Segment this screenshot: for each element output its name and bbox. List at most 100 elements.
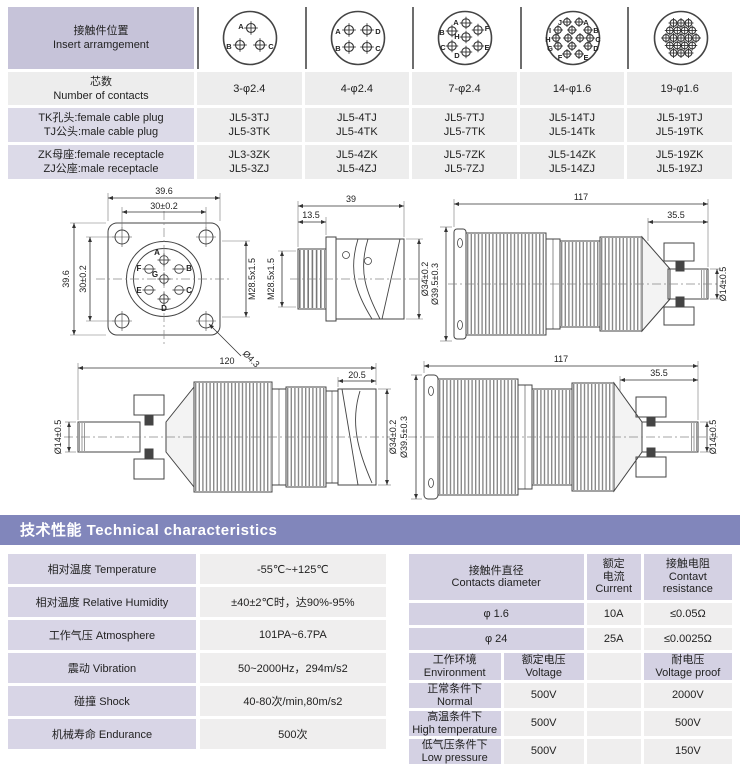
pin-diagram-4pin-icon: A D B C [330,10,386,66]
dim-thread-spec: M28.5x1.5 [266,258,276,300]
svg-text:J: J [558,18,562,27]
svg-text:A: A [583,18,589,27]
env-row-label: 低气压条件下 Low pressure [408,739,501,764]
receptacle-header-line2: ZJ公座:male receptacle [43,163,159,175]
svg-text:E: E [485,43,490,52]
insert-arrangement-en: Insert arramgement [53,39,149,51]
voltage-header: 额定电压 Voltage [503,653,584,680]
contacts-count-value: 14-φ1.6 [519,72,625,105]
row-value: -55℃~+125℃ [200,554,386,584]
spacer-cell [586,739,641,764]
table-row: 工作气压 Atmosphere 101PA~6.7PA [8,620,386,650]
diameter-value: φ 24 [408,628,584,650]
row-value: 500次 [200,719,386,749]
voltage-proof-header: 耐电压 Voltage proof [643,653,732,680]
svg-text:A: A [454,18,460,27]
dim-body-length: 39 [346,194,356,204]
insert-arrangement-zh: 接触件位置 [73,25,129,37]
receptacle-header: ZK母座:female receptacle ZJ公座:male recepta… [8,145,194,179]
svg-text:E: E [584,53,589,62]
svg-text:C: C [441,43,447,52]
receptacle-models: JL5-7ZK JL5-7ZJ [412,145,517,179]
pin-label: B [186,264,192,273]
svg-text:F: F [558,53,563,62]
dim-rear-length: 20.5 [348,370,366,380]
dim-flange-width: 39.6 [155,186,173,196]
svg-text:D: D [593,44,599,53]
spacer-cell [586,711,641,736]
row-value: 40-80次/min,80m/s2 [200,686,386,716]
technical-drawings: A F B G E C D [8,179,732,513]
svg-text:H: H [455,32,460,41]
table-row: 相对温度 Temperature -55℃~+125℃ [8,554,386,584]
receptacle-models: JL5-14ZK JL5-14ZJ [519,145,625,179]
svg-text:A: A [239,22,245,31]
svg-text:F: F [485,24,490,33]
svg-text:A: A [335,27,341,36]
env-voltage: 500V [503,683,584,708]
plug-side-view-3: 117 35.5 Ø39.5±0.3 Ø14±0.5 [399,354,718,500]
dim-tail-length: 35.5 [650,368,668,378]
electrical-characteristics-table: 接触件直径 Contacts diameter 额定 电流 Current 接触… [408,554,732,764]
dim-thread-spec: M28.5x1.5 [247,258,257,300]
row-value: 101PA~6.7PA [200,620,386,650]
env-row-label: 高温条件下 High temperature [408,711,501,736]
pin-label: E [136,286,142,295]
svg-text:D: D [455,51,461,60]
dim-total-length: 117 [554,354,568,364]
dim-body-dia: Ø34±0.2 [420,262,430,296]
env-voltage-proof: 150V [643,739,732,764]
pin-label: F [137,264,142,273]
contact-resistance-header: 接触电阻 Contavt resistance [643,554,732,600]
dim-bolt-spacing-v: 30±0.2 [78,265,88,292]
svg-text:I: I [549,26,551,35]
pin-diagram-19pin-icon [653,10,708,66]
cable-plug-models: JL5-4TJ JL5-4TK [304,108,410,142]
svg-text:B: B [593,26,599,35]
cable-plug-header-line1: TK孔头:female cable plug [38,112,164,124]
contacts-count-value: 4-φ2.4 [304,72,410,105]
row-value: 50~2000Hz，294m/s2 [200,653,386,683]
receptacle-models: JL3-3ZK JL5-3ZJ [197,145,302,179]
pin-label: C [186,286,192,295]
dim-cable-dia: Ø14±0.5 [53,420,63,454]
dim-flange-height: 39.6 [61,270,71,288]
row-label: 机械寿命 Endurance [8,719,196,749]
pin-diagram-7pin-icon: A F B H E CD [438,10,493,66]
plug-side-view-1: 117 35.5 Ø39.5±0.3 Ø14±0.5 [430,192,728,342]
contacts-diameter-header: 接触件直径 Contacts diameter [408,554,584,600]
section-banner-technical-characteristics: 技术性能 Technical characteristics [0,515,740,545]
diameter-value: φ 1.6 [408,603,584,625]
env-voltage-proof: 2000V [643,683,732,708]
insert-diagram-cell-19pin [627,7,732,69]
receptacle-header-line1: ZK母座:female receptacle [38,149,164,161]
contacts-count-zh: 芯数 [90,75,112,88]
row-label: 相对温度 Temperature [8,554,196,584]
contacts-count-value: 3-φ2.4 [197,72,302,105]
dim-flange-dia: Ø39.5±0.3 [399,416,409,458]
row-label: 碰撞 Shock [8,686,196,716]
dim-total-length: 117 [574,192,588,202]
dim-tail-length: 35.5 [667,210,685,220]
svg-text:B: B [227,42,233,51]
svg-text:C: C [595,35,601,44]
drawings-canvas: A F B G E C D [53,186,728,500]
env-row-label: 正常条件下 Normal [408,683,501,708]
env-voltage-proof: 500V [643,711,732,736]
dim-thread-length: 13.5 [302,210,320,220]
row-label: 工作气压 Atmosphere [8,620,196,650]
cable-plug-models: JL5-19TJ JL5-19TK [627,108,732,142]
contacts-count-value: 19-φ1.6 [627,72,732,105]
flange-pins [142,253,186,306]
contacts-count-en: Number of contacts [53,89,149,102]
spacer-cell [586,683,641,708]
table-row: 机械寿命 Endurance 500次 [8,719,386,749]
row-label: 相对温度 Relative Humidity [8,587,196,617]
dim-cable-dia: Ø14±0.5 [718,267,728,301]
pin-diagram-14pin-icon: J A I B H C G D F E [545,10,601,66]
table-row: 相对温度 Relative Humidity ±40±2℃时，达90%-95% [8,587,386,617]
dim-body-dia: Ø34±0.2 [388,420,398,454]
pin-label: A [154,248,160,257]
